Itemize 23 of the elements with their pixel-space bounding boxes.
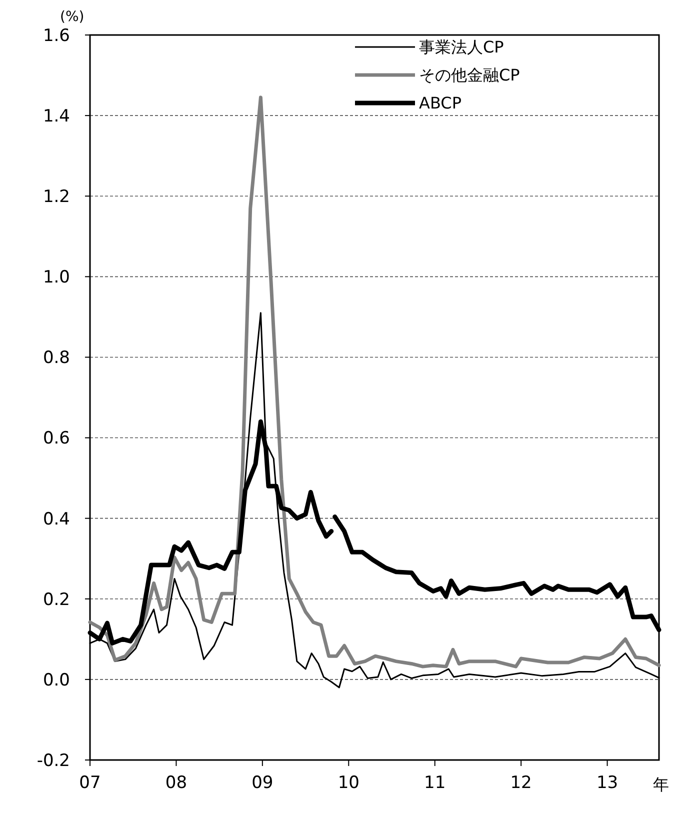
y-axis-title: (%)	[60, 9, 84, 25]
y-tick-label: 0.6	[42, 428, 70, 449]
x-tick-label: 08	[165, 773, 188, 793]
x-tick-label: 09	[252, 773, 274, 793]
y-tick-label: 0.2	[42, 590, 70, 610]
x-tick-label: 12	[510, 773, 532, 793]
y-tick-label: 1.2	[42, 187, 70, 208]
line-series	[88, 96, 661, 668]
x-tick-label: 07	[79, 773, 101, 793]
y-tick-label: 0.0	[42, 670, 70, 690]
y-tick-label: 1.0	[42, 268, 70, 288]
legend-label: 事業法人CP	[419, 38, 504, 57]
y-tick-label: -0.2	[36, 750, 70, 771]
legend-label: ABCP	[419, 94, 462, 113]
x-tick-label: 11	[424, 773, 446, 793]
x-tick-label: 10	[338, 773, 360, 793]
y-tick-label: 0.4	[42, 509, 70, 530]
x-tick-label: 13	[596, 773, 618, 793]
y-tick-label: 0.8	[42, 348, 70, 368]
y-tick-label: 1.6	[42, 26, 70, 46]
y-tick-label: 1.4	[42, 106, 70, 127]
legend-label: その他金融CP	[419, 66, 520, 85]
x-axis-title: 年	[653, 775, 669, 794]
